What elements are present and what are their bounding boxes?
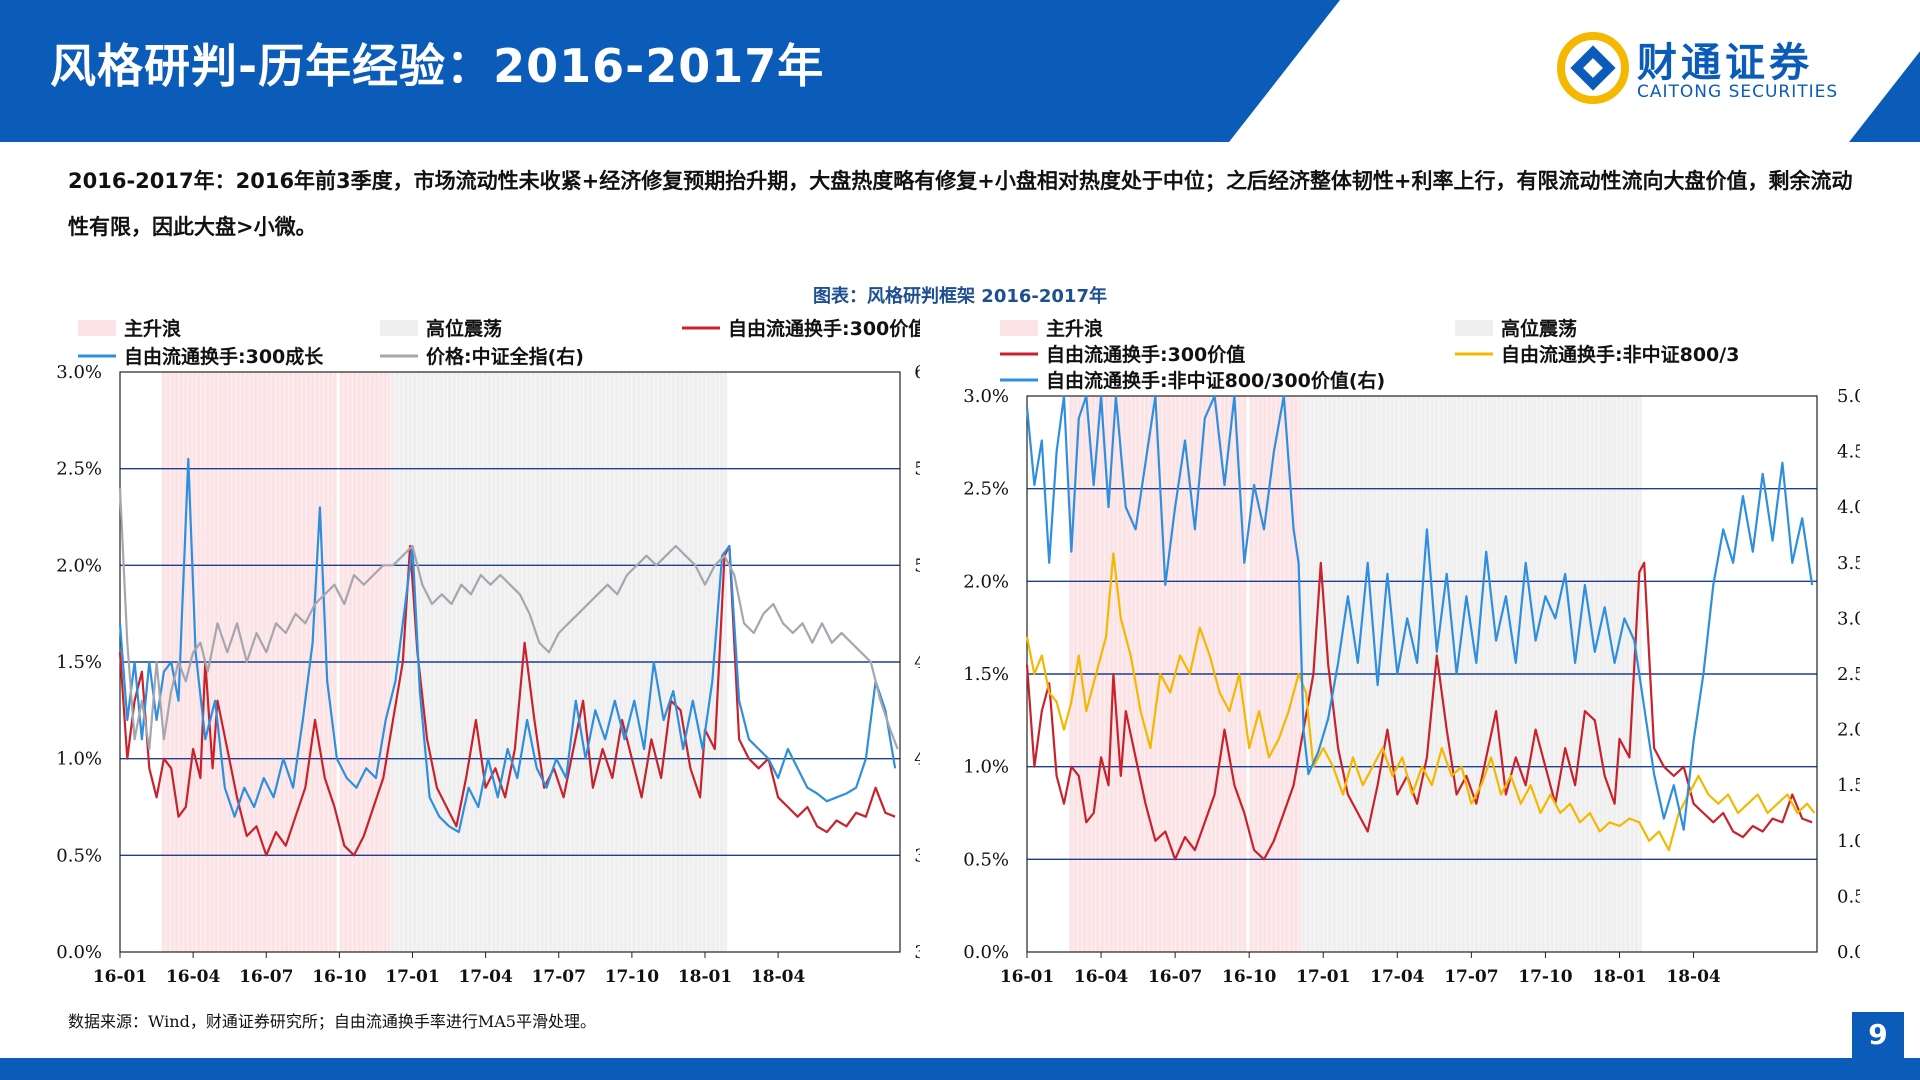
y-right-tick: 3500 — [914, 845, 920, 866]
x-tick-label: 17-04 — [1370, 967, 1425, 987]
legend-item: 自由流通换手:300成长 — [78, 345, 324, 368]
y-right-tick: 2.0 — [1837, 720, 1860, 741]
legend-swatch — [1000, 320, 1038, 336]
y-right-tick: 0.0 — [1837, 942, 1860, 963]
legend-swatch — [78, 320, 116, 336]
x-tick-label: 18-01 — [678, 967, 732, 987]
y-right-tick: 4.5 — [1837, 442, 1860, 463]
logo-emblem-icon — [1557, 32, 1629, 104]
y-left-tick: 0.0% — [963, 942, 1009, 963]
y-left-tick: 2.0% — [963, 571, 1009, 592]
x-tick-label: 17-04 — [458, 967, 513, 987]
legend-item: 主升浪 — [78, 317, 181, 340]
y-right-tick: 4.0 — [1837, 497, 1860, 518]
brand-subtitle: CAITONG SECURITIES — [1637, 82, 1839, 102]
legend-label: 自由流通换手:非中证800/300价值(右) — [1046, 369, 1385, 392]
y-right-tick: 1.5 — [1837, 775, 1860, 796]
legend-item: 自由流通换手:300价值 — [1000, 343, 1245, 366]
y-right-tick: 3000 — [914, 942, 920, 963]
legend-swatch — [380, 320, 418, 336]
x-tick-label: 16-10 — [312, 967, 367, 987]
legend-item: 自由流通换手:300价值 — [682, 317, 920, 340]
x-tick-label: 16-04 — [166, 967, 221, 987]
y-left-tick: 2.5% — [963, 479, 1009, 500]
series-line — [1025, 552, 1816, 852]
y-right-tick: 0.5 — [1837, 886, 1860, 907]
x-tick-label: 16-10 — [1222, 967, 1277, 987]
x-tick-label: 17-10 — [1518, 967, 1573, 987]
y-right-tick: 6000 — [914, 362, 920, 383]
y-right-tick: 2.5 — [1837, 664, 1860, 685]
summary-text: 2016-2017年：2016年前3季度，市场流动性未收紧+经济修复预期抬升期，… — [68, 169, 1853, 239]
y-right-tick: 5.0 — [1837, 386, 1860, 407]
legend-item: 高位震荡 — [380, 317, 502, 340]
x-tick-label: 16-04 — [1074, 967, 1129, 987]
x-tick-label: 18-04 — [751, 967, 806, 987]
page-number: 9 — [1852, 1012, 1904, 1058]
legend-item: 价格:中证全指(右) — [380, 345, 584, 368]
x-tick-label: 16-07 — [239, 967, 293, 987]
y-right-tick: 3.0 — [1837, 608, 1860, 629]
legend-label: 自由流通换手:300成长 — [124, 345, 324, 368]
legend-label: 主升浪 — [1046, 317, 1103, 340]
x-tick-label: 18-01 — [1592, 967, 1646, 987]
legend-label: 价格:中证全指(右) — [426, 345, 584, 368]
y-left-tick: 0.0% — [56, 942, 102, 963]
x-tick-label: 16-01 — [93, 967, 147, 987]
y-left-tick: 3.0% — [963, 386, 1009, 407]
series-line — [118, 487, 899, 751]
y-right-tick: 4000 — [914, 749, 920, 770]
legend-item: 主升浪 — [1000, 317, 1103, 340]
y-left-tick: 2.0% — [56, 555, 102, 576]
chart-caption: 图表：风格研判框架 2016-2017年 — [813, 286, 1107, 307]
x-tick-label: 17-10 — [605, 967, 660, 987]
y-left-tick: 3.0% — [56, 362, 102, 383]
y-left-tick: 0.5% — [56, 845, 102, 866]
brand-logo: 财通证券 CAITONG SECURITIES — [1555, 30, 1855, 110]
legend-swatch — [1455, 320, 1493, 336]
y-left-tick: 2.5% — [56, 459, 102, 480]
y-left-tick: 0.5% — [963, 849, 1009, 870]
y-right-tick: 3.5 — [1837, 553, 1860, 574]
y-left-tick: 1.0% — [963, 757, 1009, 778]
legend-label: 高位震荡 — [1501, 317, 1577, 340]
source-note: 数据来源：Wind，财通证券研究所；自由流通换手率进行MA5平滑处理。 — [68, 1012, 596, 1031]
legend-label: 自由流通换手:300价值 — [1046, 343, 1245, 366]
y-left-tick: 1.5% — [56, 652, 102, 673]
legend-label: 高位震荡 — [426, 317, 502, 340]
series-line — [1025, 561, 1813, 861]
y-right-tick: 1.0 — [1837, 831, 1860, 852]
legend-label: 主升浪 — [124, 317, 181, 340]
footer-bar — [0, 1058, 1920, 1080]
y-right-tick: 4500 — [914, 652, 920, 673]
legend-label: 自由流通换手:300价值 — [728, 317, 920, 340]
brand-name: 财通证券 — [1637, 40, 1813, 86]
x-tick-label: 18-04 — [1666, 967, 1721, 987]
y-left-tick: 1.5% — [963, 664, 1009, 685]
legend-item: 自由流通换手:非中证800/300价值(右) — [1000, 369, 1385, 392]
header-bar: 风格研判-历年经验：2016-2017年 财通证券 CAITONG SECURI… — [0, 0, 1920, 142]
x-tick-label: 17-01 — [385, 967, 439, 987]
x-tick-label: 16-07 — [1148, 967, 1202, 987]
legend-item: 高位震荡 — [1455, 317, 1577, 340]
x-tick-label: 17-07 — [1444, 967, 1498, 987]
x-tick-label: 17-07 — [532, 967, 586, 987]
y-left-tick: 1.0% — [56, 749, 102, 770]
series-line — [118, 457, 897, 834]
series-line — [1025, 394, 1814, 831]
y-right-tick: 5000 — [914, 555, 920, 576]
x-tick-label: 17-01 — [1296, 967, 1350, 987]
page-title: 风格研判-历年经验：2016-2017年 — [50, 39, 825, 93]
legend-label: 自由流通换手:非中证800/3 — [1501, 343, 1739, 366]
series-line — [118, 544, 896, 857]
y-right-tick: 5500 — [914, 459, 920, 480]
legend-item: 自由流通换手:非中证800/3 — [1455, 343, 1739, 366]
x-tick-label: 16-01 — [1000, 967, 1054, 987]
